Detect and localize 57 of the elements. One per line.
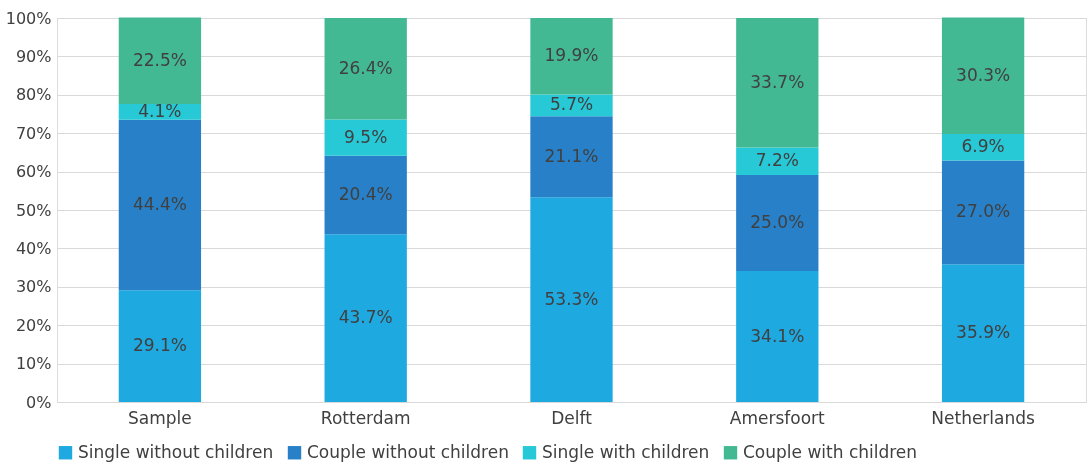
x-tick-label: Netherlands <box>931 407 1036 428</box>
data-label: 9.5% <box>344 126 388 147</box>
legend-label: Single with children <box>542 441 710 462</box>
x-tick-label: Delft <box>551 407 593 428</box>
bar <box>324 18 407 120</box>
y-tick-label: 20% <box>15 315 52 335</box>
x-tick-label: Amersfoort <box>729 407 826 428</box>
bar <box>941 264 1025 402</box>
bar <box>530 18 613 95</box>
y-tick-label: 70% <box>15 123 52 143</box>
data-label: 27.0% <box>956 201 1011 222</box>
bar <box>118 290 202 402</box>
bar <box>118 17 202 105</box>
data-label: 6.9% <box>961 136 1005 157</box>
data-label: 25.0% <box>750 212 805 233</box>
data-label: 7.2% <box>755 150 799 171</box>
data-label: 53.3% <box>544 288 599 309</box>
data-label: 33.7% <box>750 71 805 92</box>
data-label: 29.1% <box>132 335 187 356</box>
data-label: 44.4% <box>132 194 187 215</box>
bar <box>736 271 819 402</box>
data-label: 5.7% <box>549 94 594 115</box>
bar <box>736 147 819 176</box>
data-label: 20.4% <box>338 184 393 205</box>
data-label: 26.4% <box>338 57 393 78</box>
y-tick-label: 90% <box>15 46 52 66</box>
y-tick-label: 50% <box>15 200 52 220</box>
bar <box>941 17 1025 134</box>
legend-label: Couple with children <box>743 441 918 462</box>
data-label: 34.1% <box>750 325 805 346</box>
data-label: 4.1% <box>138 100 182 121</box>
bar <box>324 234 407 402</box>
legend-label: Couple without children <box>307 441 509 462</box>
y-tick-label: 30% <box>15 277 52 297</box>
x-tick-label: Rotterdam <box>320 407 411 428</box>
bar <box>324 155 407 235</box>
bar <box>736 18 819 148</box>
data-label: 43.7% <box>338 307 393 328</box>
bar <box>736 175 819 272</box>
bar <box>324 119 407 156</box>
y-tick-label: 80% <box>15 85 52 105</box>
legend-label: Single without children <box>78 441 274 462</box>
bar <box>530 116 613 198</box>
y-tick-label: 10% <box>15 354 52 374</box>
x-tick-label: Sample <box>128 407 192 428</box>
y-tick-label: 0% <box>26 392 52 412</box>
bar <box>118 119 202 291</box>
bar <box>941 160 1025 265</box>
data-label: 35.9% <box>956 322 1011 343</box>
data-label: 22.5% <box>132 49 187 70</box>
y-tick-label: 40% <box>15 238 52 258</box>
data-label: 21.1% <box>544 145 599 166</box>
data-label: 30.3% <box>956 64 1011 85</box>
bar <box>530 197 613 402</box>
y-tick-label: 100% <box>5 8 52 28</box>
data-label: 19.9% <box>544 45 599 66</box>
y-tick-label: 60% <box>15 162 52 182</box>
